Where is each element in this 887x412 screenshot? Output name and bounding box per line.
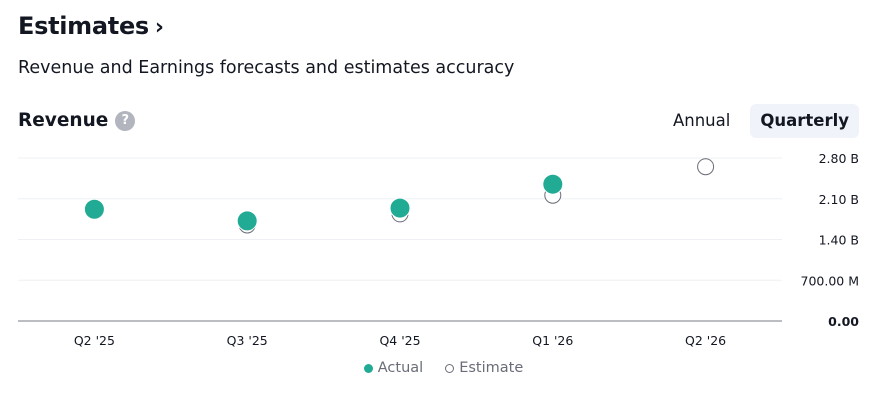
legend-item-actual[interactable]: Actual: [363, 360, 424, 376]
y-tick-label: 2.10 B: [819, 192, 859, 207]
legend-label-actual: Actual: [377, 360, 424, 376]
legend-label-estimate: Estimate: [459, 360, 524, 376]
x-tick-label: Q4 '25: [379, 333, 420, 348]
chevron-right-icon[interactable]: ›: [154, 14, 164, 40]
actual-point[interactable]: [83, 198, 105, 220]
chart-legend: Actual Estimate: [0, 360, 887, 376]
y-tick-label: 0.00: [828, 314, 859, 329]
y-tick-label: 700.00 M: [801, 273, 860, 288]
revenue-chart: 2.80 B 2.10 B 1.40 B 700.00 M 0.00 Q2 '25 Q3 '…: [18, 151, 860, 348]
page-subtitle: Revenue and Earnings forecasts and estim…: [18, 58, 515, 78]
estimate-marker-icon: [445, 363, 455, 373]
estimate-point[interactable]: [697, 158, 715, 176]
y-tick-label: 1.40 B: [819, 233, 859, 248]
actual-point[interactable]: [542, 173, 564, 195]
help-icon[interactable]: ?: [115, 110, 136, 131]
x-tick-label: Q2 '25: [74, 333, 115, 348]
section-title: Revenue: [18, 110, 109, 131]
actual-marker-icon: [363, 363, 373, 373]
tab-annual[interactable]: Annual: [672, 111, 731, 130]
estimates-header[interactable]: Estimates ›: [18, 12, 164, 40]
x-tick-label: Q3 '25: [227, 333, 268, 348]
period-tabs: Annual Quarterly: [653, 104, 859, 138]
actual-point[interactable]: [236, 210, 258, 232]
revenue-section-header: Revenue ?: [18, 110, 136, 131]
x-tick-label: Q2 '26: [685, 333, 726, 348]
tab-quarterly[interactable]: Quarterly: [750, 104, 859, 138]
legend-item-estimate[interactable]: Estimate: [445, 360, 523, 376]
y-tick-label: 2.80 B: [819, 151, 859, 166]
x-tick-label: Q1 '26: [532, 333, 573, 348]
page-title[interactable]: Estimates: [18, 12, 149, 40]
actual-point[interactable]: [389, 197, 411, 219]
